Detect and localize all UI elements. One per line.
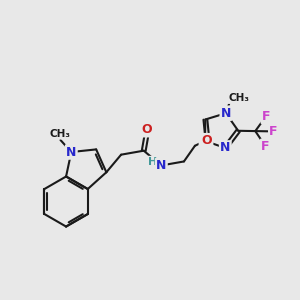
Text: O: O: [202, 134, 212, 147]
Text: CH₃: CH₃: [50, 128, 71, 139]
Text: F: F: [262, 110, 270, 123]
Text: N: N: [66, 146, 76, 158]
Text: N: N: [221, 107, 231, 120]
Text: N: N: [156, 159, 166, 172]
Text: O: O: [141, 123, 152, 136]
Text: N: N: [220, 141, 230, 154]
Text: CH₃: CH₃: [228, 93, 249, 103]
Text: H: H: [148, 157, 158, 167]
Text: F: F: [269, 125, 278, 138]
Text: N: N: [200, 134, 210, 147]
Text: F: F: [261, 140, 270, 153]
